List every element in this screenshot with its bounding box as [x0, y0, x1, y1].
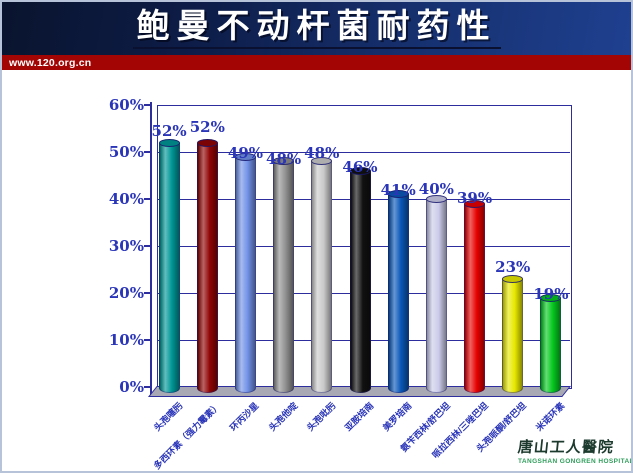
chart-bar [540, 297, 562, 393]
x-axis-category-label: 美罗培南 [381, 400, 414, 433]
slide-title: 鲍曼不动杆菌耐药性 [132, 7, 501, 50]
x-axis-category-label: 头孢噻肟 [152, 400, 185, 433]
bar-value-label: 39% [456, 188, 493, 207]
chart-bar-cap [502, 274, 524, 283]
hospital-logo-text: 唐山工人醫院 TANGSHAN GONGREN HOSPITAL [517, 436, 633, 465]
chart-bar-cap [387, 190, 409, 199]
gridline [157, 152, 570, 153]
x-axis-category-label: 亚胺培南 [342, 400, 376, 433]
chart-bar-cap [158, 138, 180, 147]
y-axis-tick-label: 0% [119, 378, 144, 396]
bar-value-label: 19% [533, 284, 569, 303]
x-axis-category-label: 多西环素（强力霉素） [152, 400, 223, 472]
y-axis-tick [144, 198, 151, 200]
chart-bar [387, 194, 409, 393]
y-axis-tick-label: 40% [108, 190, 144, 208]
y-axis-tick [144, 104, 151, 106]
x-axis-category-label: 环丙沙星 [228, 400, 261, 433]
chart-bar-cap [196, 138, 218, 147]
chart-bar [234, 156, 256, 393]
bar-value-label: 48% [266, 150, 302, 169]
y-axis-tick-label: 60% [108, 96, 144, 114]
y-axis-tick [144, 339, 151, 341]
url-banner: www.120.org.cn [2, 55, 631, 70]
chart-bar [273, 161, 295, 393]
bar-value-label: 49% [227, 143, 264, 162]
chart-bar-cap [349, 166, 371, 175]
x-axis-category-label: 头孢他啶 [266, 400, 300, 433]
chart-bar-cap [540, 293, 562, 302]
chart-bar [464, 203, 486, 393]
bar-value-label: 23% [495, 257, 531, 276]
x-axis-category-label: 头孢吡肟 [304, 400, 338, 433]
y-axis-tick [144, 386, 151, 388]
bar-value-label: 52% [189, 117, 225, 136]
bar-value-label: 41% [380, 181, 416, 200]
chart-bar-cap [273, 157, 295, 166]
chart-bar-cap [464, 199, 486, 208]
chart-bar [349, 170, 371, 393]
hospital-name-cn: 唐山工人醫院 [517, 437, 615, 456]
title-bar: 鲍曼不动杆菌耐药性 [2, 2, 631, 55]
chart-bar-cap [425, 195, 447, 203]
bar-value-label: 46% [342, 157, 378, 176]
chart-bar [311, 161, 333, 393]
y-axis-tick-label: 30% [108, 237, 144, 255]
chart-bar [196, 142, 218, 393]
y-axis-tick-label: 10% [108, 331, 144, 349]
chart-bar [158, 142, 180, 393]
bar-value-label: 40% [418, 180, 454, 198]
hospital-logo: 唐山工人醫院 TANGSHAN GONGREN HOSPITAL [514, 429, 633, 471]
y-axis-line [150, 102, 152, 395]
y-axis-tick-label: 20% [108, 284, 144, 302]
bar-value-label: 48% [304, 144, 340, 163]
chart-bar [502, 278, 524, 393]
hospital-name-en: TANGSHAN GONGREN HOSPITAL [518, 457, 633, 465]
website-url: www.120.org.cn [9, 56, 92, 69]
y-axis-tick [144, 292, 151, 294]
chart-bar [425, 199, 447, 393]
y-axis-tick [144, 151, 151, 153]
chart-bar-cap [311, 157, 333, 166]
y-axis-tick-label: 50% [108, 143, 144, 161]
chart-bar-cap [234, 152, 256, 161]
y-axis-tick [144, 245, 151, 247]
bar-value-label: 52% [151, 121, 187, 140]
